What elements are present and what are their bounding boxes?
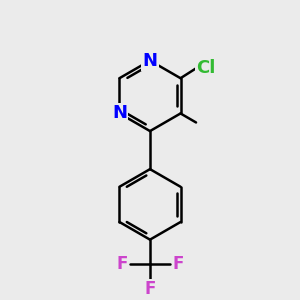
Text: Cl: Cl: [196, 59, 216, 77]
Text: F: F: [172, 255, 184, 273]
Text: N: N: [112, 104, 127, 122]
Text: F: F: [144, 280, 156, 298]
Text: F: F: [116, 255, 128, 273]
Text: N: N: [142, 52, 158, 70]
